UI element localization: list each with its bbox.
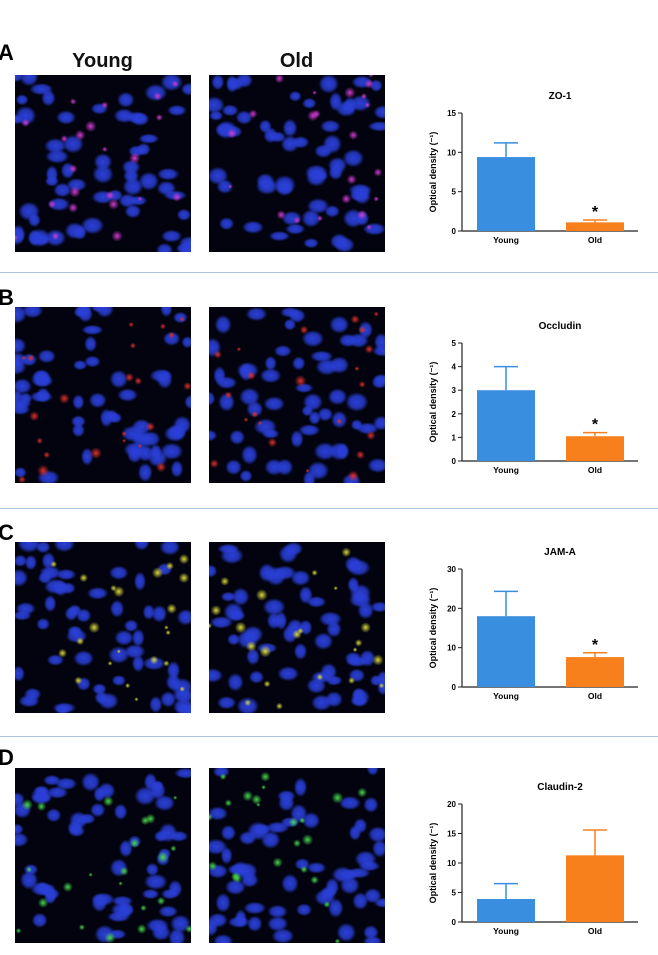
y-tick-label: 4 xyxy=(452,363,457,372)
significance-marker: * xyxy=(592,204,599,221)
y-tick-label: 0 xyxy=(452,227,457,236)
chart-title: JAM-A xyxy=(544,547,576,558)
panel-label-d: D xyxy=(0,745,14,770)
panel-label-c: C xyxy=(0,520,14,545)
bar-young xyxy=(477,390,535,461)
x-tick-label: Old xyxy=(588,926,602,936)
micrograph-young-zo1 xyxy=(15,75,191,252)
y-tick-label: 5 xyxy=(452,188,457,197)
y-axis-label: Optical density (⁻¹) xyxy=(428,132,438,213)
bar-young xyxy=(477,616,535,687)
y-tick-label: 2 xyxy=(452,410,457,419)
column-header-young: Young xyxy=(72,50,133,72)
bar-young xyxy=(477,157,535,231)
chart-title: ZO-1 xyxy=(549,91,572,102)
chart-occludin: Occludin Optical density (⁻¹) 0 1 2 3 4 5 Young O… xyxy=(428,321,638,475)
chart-title: Claudin-2 xyxy=(537,782,583,793)
panel-label-b: B xyxy=(0,285,14,310)
chart-title: Occludin xyxy=(539,321,582,332)
x-tick-label: Old xyxy=(588,235,602,245)
y-tick-label: 3 xyxy=(452,386,457,395)
significance-marker: * xyxy=(592,637,599,654)
y-tick-label: 20 xyxy=(447,800,456,809)
bar-old xyxy=(566,855,624,922)
y-axis-label: Optical density (⁻¹) xyxy=(428,823,438,904)
chart-jam-a: JAM-A Optical density (⁻¹) 0 10 20 30 Young Old… xyxy=(428,547,638,701)
chart-zo1: ZO-1 Optical density (⁻¹) 0 5 10 15 Young Old * xyxy=(428,91,638,245)
x-tick-label: Young xyxy=(493,926,519,936)
y-tick-label: 0 xyxy=(452,683,457,692)
micrograph-old-claudin-2 xyxy=(209,768,385,943)
panel-divider xyxy=(0,736,658,737)
y-tick-label: 0 xyxy=(452,918,457,927)
y-axis-label: Optical density (⁻¹) xyxy=(428,362,438,443)
y-tick-label: 10 xyxy=(447,644,456,653)
y-tick-label: 5 xyxy=(452,889,457,898)
micrograph-old-occludin xyxy=(209,307,385,483)
y-tick-label: 10 xyxy=(447,148,456,157)
panel-label-a: A xyxy=(0,40,14,65)
micrograph-young-jam-a xyxy=(15,542,191,713)
y-tick-label: 15 xyxy=(447,109,456,118)
panel-divider xyxy=(0,272,658,273)
y-tick-label: 15 xyxy=(447,830,456,839)
y-tick-label: 1 xyxy=(452,433,457,442)
x-tick-label: Young xyxy=(493,691,519,701)
micrograph-old-jam-a xyxy=(209,542,385,713)
chart-claudin-2: Claudin-2 Optical density (⁻¹) 0 5 10 15 20 You… xyxy=(428,782,638,936)
y-tick-label: 20 xyxy=(447,604,456,613)
y-tick-label: 5 xyxy=(452,339,457,348)
x-tick-label: Old xyxy=(588,465,602,475)
x-tick-label: Old xyxy=(588,691,602,701)
micrograph-old-zo1 xyxy=(209,75,385,252)
bar-old xyxy=(566,657,624,687)
y-tick-label: 10 xyxy=(447,859,456,868)
y-tick-label: 30 xyxy=(447,565,456,574)
y-tick-label: 0 xyxy=(452,457,457,466)
significance-marker: * xyxy=(592,417,599,434)
micrograph-young-claudin-2 xyxy=(15,768,191,943)
bar-old xyxy=(566,436,624,461)
bar-young xyxy=(477,898,535,922)
column-header-old: Old xyxy=(279,50,314,72)
panel-divider xyxy=(0,508,658,509)
x-tick-label: Young xyxy=(493,235,519,245)
micrograph-young-occludin xyxy=(15,307,191,483)
y-axis-label: Optical density (⁻¹) xyxy=(428,588,438,669)
x-tick-label: Young xyxy=(493,465,519,475)
bar-old xyxy=(566,222,624,231)
